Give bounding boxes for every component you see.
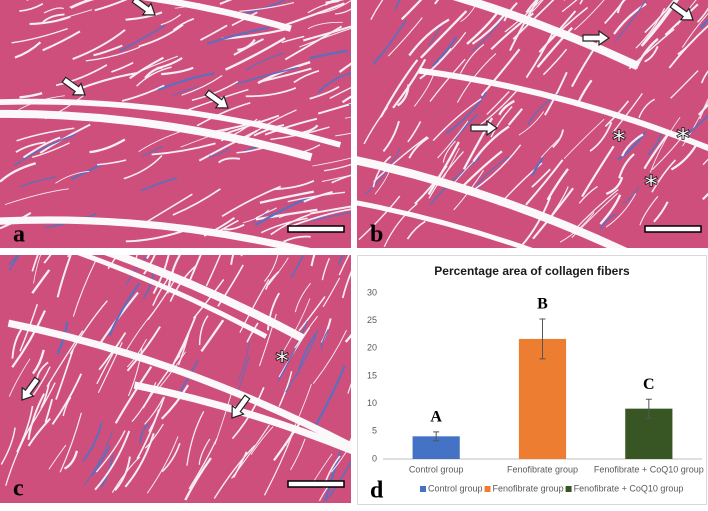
legend-swatch — [420, 486, 426, 492]
legend-label: Control group — [428, 483, 483, 493]
significance-letter: A — [430, 409, 442, 426]
panel-label: b — [370, 222, 383, 248]
y-tick-label: 15 — [367, 370, 377, 380]
x-tick-label: Control group — [409, 464, 464, 474]
scale-bar — [645, 226, 701, 232]
asterisk: * — [676, 124, 690, 154]
legend-label: Fenofibrate group — [493, 483, 564, 493]
panel-label: a — [13, 222, 25, 248]
micrograph — [0, 0, 401, 263]
asterisk: * — [275, 347, 289, 377]
legend-swatch — [485, 486, 491, 492]
chart-title: Percentage area of collagen fibers — [434, 264, 630, 278]
y-tick-label: 0 — [372, 453, 377, 463]
x-tick-label: Fenofibrate + CoQ10 group — [594, 464, 704, 474]
x-tick-label: Fenofibrate group — [507, 464, 578, 474]
y-tick-label: 25 — [367, 315, 377, 325]
panel-label: c — [13, 476, 24, 502]
asterisk: * — [612, 126, 626, 156]
asterisk: * — [644, 171, 658, 201]
y-tick-label: 30 — [367, 287, 377, 297]
y-tick-label: 20 — [367, 343, 377, 353]
scale-bar — [288, 226, 344, 232]
legend-swatch — [566, 486, 572, 492]
scale-bar — [288, 481, 344, 487]
panel-label: d — [370, 478, 384, 504]
significance-letter: B — [537, 296, 548, 313]
legend-label: Fenofibrate + CoQ10 group — [574, 483, 684, 493]
y-tick-label: 10 — [367, 398, 377, 408]
significance-letter: C — [643, 376, 655, 393]
y-tick-label: 5 — [372, 426, 377, 436]
